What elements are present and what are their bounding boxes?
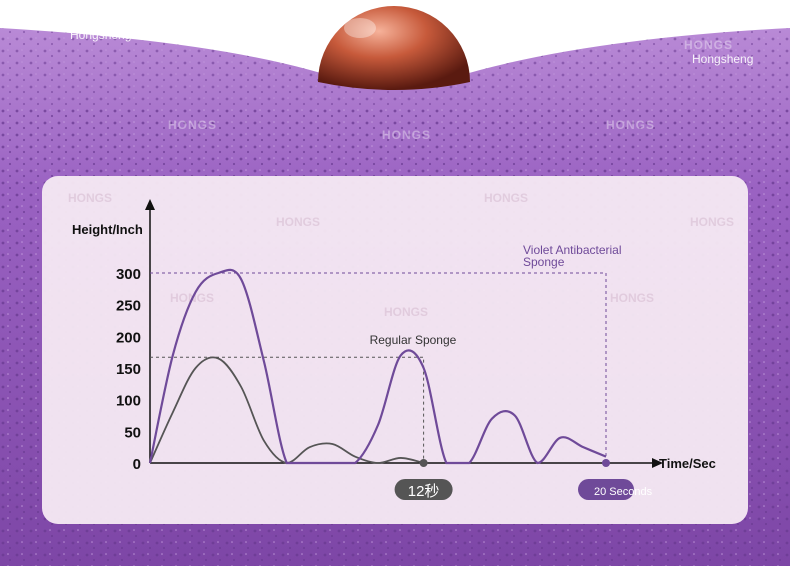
- marker-dot: [602, 459, 610, 467]
- y-tick-label: 100: [116, 393, 141, 410]
- violet-sponge-line: [148, 268, 607, 465]
- marker-label: 20 Seconds: [594, 486, 653, 498]
- y-tick-labels: 300 250 200 150 100 50 0: [116, 266, 141, 473]
- y-tick-label: 200: [116, 329, 141, 346]
- series-lines: [148, 268, 607, 465]
- watermark-logo: HONGS: [68, 191, 112, 205]
- watermark-logo: HONGS: [606, 118, 656, 132]
- y-tick-label: 250: [116, 298, 141, 315]
- y-axis-label: Height/Inch: [72, 222, 143, 237]
- watermark-logo: HONGS: [690, 215, 734, 229]
- guide-line: [150, 356, 425, 463]
- chart-panel: [42, 176, 748, 524]
- guide-lines: Regular Sponge Violet Antibacterial Sponge: [150, 243, 622, 463]
- y-tick-label: 0: [133, 456, 141, 473]
- watermark-logo: HONGS: [168, 118, 218, 132]
- watermark-logo: HONGS: [484, 191, 528, 205]
- x-axis-arrow-icon: [652, 458, 663, 468]
- watermark-logo: HONGS: [610, 291, 654, 305]
- x-axis-label: Time/Sec: [659, 456, 716, 471]
- ball-icon: [318, 6, 470, 90]
- time-markers: 12秒 20 Seconds: [394, 459, 653, 500]
- marker-label: 12秒: [408, 483, 440, 500]
- watermarks-in-chart: HONGS HONGS HONGS HONGS HONGS HONGS HONG…: [68, 191, 734, 319]
- marker-dot: [419, 459, 428, 467]
- watermark-logo: HONGS: [384, 305, 428, 319]
- guide-line: [150, 272, 607, 463]
- watermark-logo: HONGS: [382, 128, 432, 142]
- watermark-cn: 红晟: [280, 52, 307, 66]
- marker-pill: [578, 479, 634, 500]
- y-tick-label: 300: [116, 266, 141, 283]
- y-tick-label: 150: [116, 361, 141, 378]
- watermark-logo: HONGS: [276, 215, 320, 229]
- watermark-brand: Hongsheng: [70, 28, 132, 42]
- guide-label: Regular Sponge: [370, 333, 457, 347]
- watermark-logo: HONGS: [684, 38, 734, 52]
- watermark-brand: Hongsheng: [692, 52, 754, 66]
- guide-label: Violet Antibacterial Sponge: [523, 243, 622, 269]
- y-tick-label: 50: [124, 424, 141, 441]
- marker-pill: [394, 479, 453, 500]
- y-axis-arrow-icon: [145, 199, 155, 210]
